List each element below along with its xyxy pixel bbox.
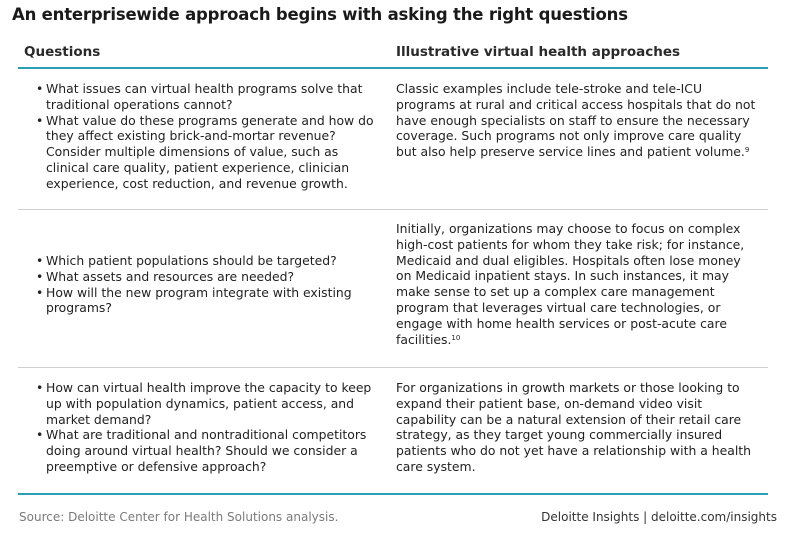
source-note: Source: Deloitte Center for Health Solut…	[19, 510, 339, 524]
approach-text: Initially, organizations may choose to f…	[396, 221, 745, 347]
approach-cell: For organizations in growth markets or t…	[396, 380, 756, 475]
approach-cell: Classic examples include tele-stroke and…	[396, 81, 756, 160]
questions-cell: What issues can virtual health programs …	[36, 81, 381, 192]
question-item: What assets and resources are needed?	[36, 269, 381, 285]
table-row: How can virtual health improve the capac…	[18, 368, 768, 495]
question-item: What are traditional and nontraditional …	[36, 427, 381, 474]
footnote-marker: 10	[451, 333, 461, 342]
questions-cell: Which patient populations should be targ…	[36, 253, 381, 316]
brand-link[interactable]: Deloitte Insights | deloitte.com/insight…	[541, 510, 777, 524]
table-row: Which patient populations should be targ…	[18, 210, 768, 368]
table-row: What issues can virtual health programs …	[18, 69, 768, 210]
footnote-marker: 9	[744, 146, 750, 155]
approach-text: For organizations in growth markets or t…	[396, 380, 751, 474]
question-item: What issues can virtual health programs …	[36, 81, 381, 113]
page-title: An enterprisewide approach begins with a…	[12, 5, 628, 24]
approach-cell: Initially, organizations may choose to f…	[396, 221, 756, 347]
questions-cell: How can virtual health improve the capac…	[36, 380, 381, 475]
questions-column-header: Questions	[24, 44, 101, 60]
question-item: Which patient populations should be targ…	[36, 253, 381, 269]
question-item: What value do these programs generate an…	[36, 113, 381, 192]
table-header: Questions Illustrative virtual health ap…	[18, 40, 768, 69]
question-item: How will the new program integrate with …	[36, 285, 381, 317]
question-item: How can virtual health improve the capac…	[36, 380, 381, 427]
approaches-column-header: Illustrative virtual health approaches	[396, 44, 681, 60]
approach-text: Classic examples include tele-stroke and…	[396, 81, 756, 160]
